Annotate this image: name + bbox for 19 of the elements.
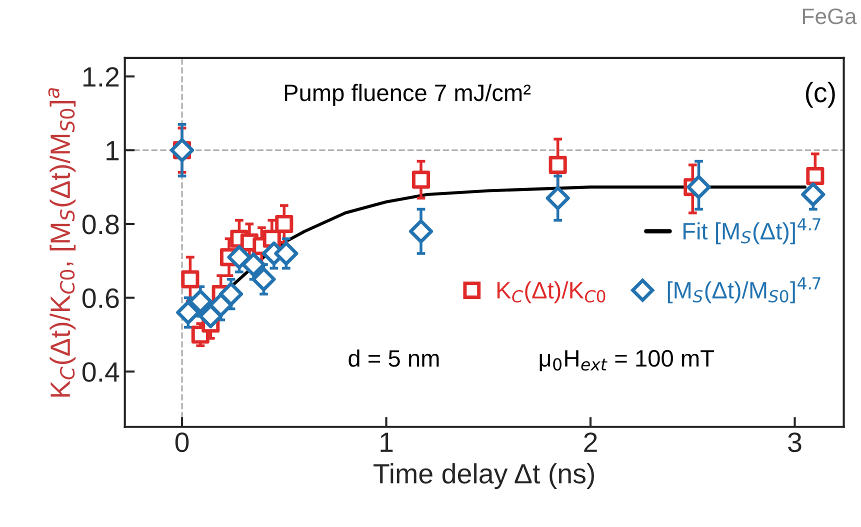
x-tick-label: 0 bbox=[175, 432, 189, 452]
annotation: d = 5 nm bbox=[348, 349, 439, 367]
x-tick-label: 3 bbox=[788, 432, 802, 452]
y-tick-label: 1 bbox=[106, 141, 119, 160]
legend-label: [M$_{S}$(Δt)/M$_{S0}$]$^{4.7}$ bbox=[668, 277, 820, 304]
annotation: Pump fluence 7 mJ/cm² bbox=[284, 84, 531, 106]
y-tick-label: 1.2 bbox=[83, 67, 119, 86]
legend-label: Fit [M$_{S}$(Δt)]$^{4.7}$ bbox=[684, 218, 820, 244]
y-tick-label: 0.4 bbox=[82, 362, 120, 382]
legend-label: K$_{C}$(Δt)/K$_{C0}$ bbox=[497, 281, 606, 304]
x-tick-label: 1 bbox=[380, 432, 393, 452]
annotation: μ$_{0}$H$_{ext}$ = 100 mT bbox=[540, 350, 714, 372]
x-axis-title: Time delay Δt (ns) bbox=[374, 463, 594, 490]
y-tick-label: 0.8 bbox=[82, 214, 119, 234]
text: FeGa bbox=[802, 8, 857, 24]
text: K$_{C}$(Δt)/K$_{C0}$, [M$_{S}$(Δt)/M$_{S0}$]$^{a}$ bbox=[48, 88, 76, 397]
annotation: (c) bbox=[806, 82, 835, 108]
x-tick-label: 2 bbox=[584, 432, 597, 452]
y-tick-label: 0.6 bbox=[82, 288, 119, 308]
